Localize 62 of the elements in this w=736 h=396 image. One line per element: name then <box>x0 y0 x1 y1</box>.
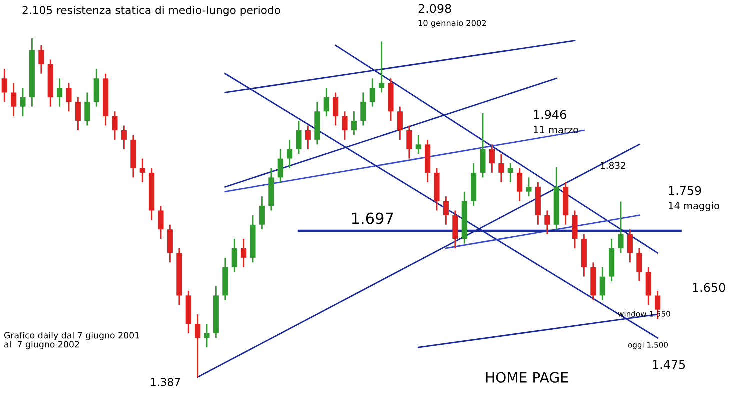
candlestick <box>84 92 90 126</box>
text: 1.759 <box>669 186 702 196</box>
candlestick <box>158 205 164 240</box>
candlestick <box>167 224 173 264</box>
candlestick <box>572 210 578 250</box>
candlestick <box>11 82 17 118</box>
candlestick <box>94 68 100 108</box>
annotation: HOME PAGE <box>486 372 568 383</box>
candlestick <box>324 87 330 118</box>
candlestick <box>333 92 339 126</box>
candlestick <box>232 238 238 273</box>
candlestick <box>636 248 642 282</box>
candlestick <box>195 314 201 378</box>
candlestick <box>498 153 504 184</box>
ref-line-label: 1.697 <box>352 212 394 224</box>
annotation: Grafico daily dal 7 giugno 2001 al 7 giugno 2002 <box>4 332 140 350</box>
candlestick <box>287 139 293 169</box>
candlestick <box>526 177 532 198</box>
candlestick <box>600 266 606 302</box>
candlestick <box>38 44 44 75</box>
candlestick <box>646 266 652 306</box>
candlestick <box>416 134 422 155</box>
candlestick <box>2 68 8 103</box>
candlestick <box>278 148 284 184</box>
candlestick <box>452 210 458 250</box>
candlestick <box>259 196 265 230</box>
candlestick <box>360 92 366 126</box>
text: 10 gennaio 2002 <box>418 20 486 28</box>
candlestick <box>618 201 624 254</box>
candlestick <box>544 210 550 236</box>
annotation: 11 marzo <box>534 126 579 134</box>
candlestick <box>241 238 247 268</box>
candlestick <box>489 144 495 174</box>
candlestick <box>406 125 412 160</box>
candlestick <box>370 78 376 108</box>
candlestick <box>480 112 486 178</box>
annotation: 1.946 <box>534 110 566 120</box>
candlestick <box>140 158 146 184</box>
text: 1.387 <box>151 378 180 386</box>
candlestick <box>627 228 633 264</box>
candlestick <box>305 125 311 150</box>
text: 2.098 <box>418 4 452 14</box>
candlestick <box>121 125 127 150</box>
annotation: 1.832 <box>601 162 626 170</box>
candlestick <box>443 196 449 226</box>
candlestick <box>296 120 302 155</box>
candlestick <box>508 162 514 184</box>
text: 14 maggio <box>669 202 720 212</box>
candlestick <box>342 110 348 141</box>
candlestick <box>66 82 72 112</box>
candlestick <box>112 110 118 141</box>
candlestick <box>517 168 523 202</box>
annotation: 1.475 <box>653 360 686 370</box>
candlestick <box>75 96 81 132</box>
candlestick <box>57 78 63 108</box>
text: 1.650 <box>693 283 726 292</box>
candlestick <box>20 87 26 118</box>
candlestick <box>397 106 403 141</box>
candlestick <box>204 323 210 348</box>
candlestick <box>351 110 357 136</box>
candlestick <box>379 41 385 94</box>
text: 2.105 resistenza statica di medio-lungo periodo <box>22 6 280 16</box>
